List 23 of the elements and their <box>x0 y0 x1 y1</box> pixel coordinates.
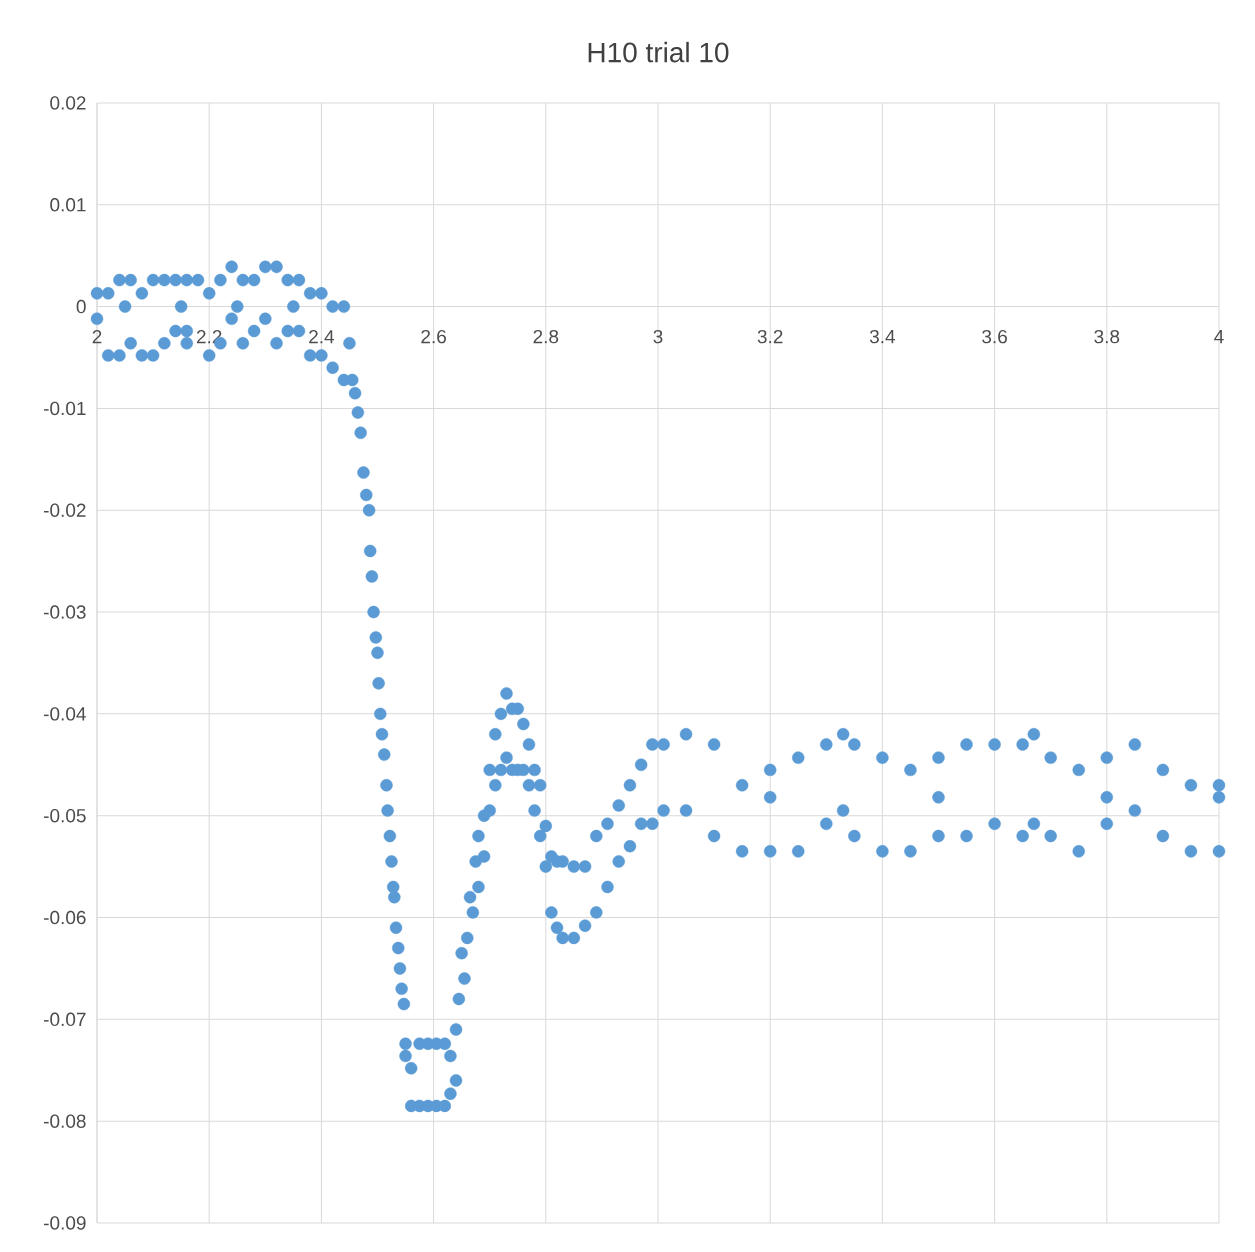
chart-title: H10 trial 10 <box>588 41 729 63</box>
x-tick-label: 2.6 <box>421 329 446 344</box>
x-tick-label: 2 <box>92 329 102 344</box>
y-tick-label: -0.03 <box>44 605 86 619</box>
y-tick-label: -0.01 <box>44 401 86 416</box>
x-tick-label: 3.8 <box>1094 329 1120 344</box>
x-tick-label: 3.2 <box>757 329 783 344</box>
x-tick-label: 3.6 <box>982 329 1007 344</box>
y-tick-label: -0.06 <box>44 910 86 925</box>
y-tick-label: -0.04 <box>44 707 86 721</box>
x-tick-label: 3 <box>653 329 663 344</box>
y-tick-label: 0.02 <box>50 96 86 110</box>
x-tick-label: 4 <box>1214 330 1224 344</box>
y-tick-label: -0.02 <box>44 503 86 517</box>
y-tick-label: 0 <box>76 299 86 314</box>
y-tick-label: -0.05 <box>44 808 86 823</box>
y-tick-label: -0.08 <box>44 1114 86 1128</box>
y-tick-label: -0.09 <box>44 1216 86 1230</box>
x-tick-label: 3.4 <box>869 329 896 344</box>
x-tick-label: 2.8 <box>533 329 559 344</box>
x-tick-label: 2.4 <box>309 329 335 344</box>
y-tick-label: 0.01 <box>50 198 86 212</box>
y-tick-label: -0.07 <box>44 1012 86 1027</box>
